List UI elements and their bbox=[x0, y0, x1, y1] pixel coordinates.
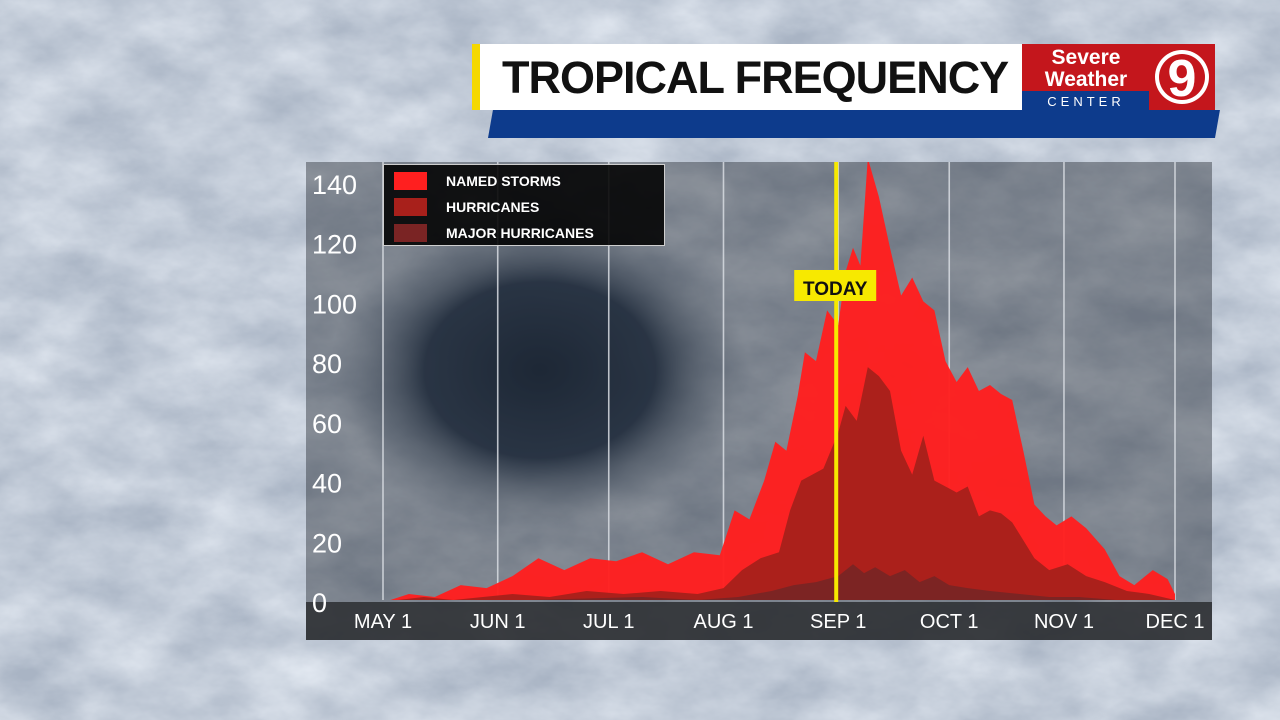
x-axis: MAY 1 JUN 1 JUL 1 AUG 1 SEP 1 OCT 1 NOV 1 DEC 1 bbox=[354, 611, 1205, 633]
y-tick-label: 0 bbox=[312, 588, 327, 618]
y-tick-label: 140 bbox=[312, 170, 357, 200]
named-storms-swatch bbox=[394, 172, 427, 190]
chart-panel: TODAY 0 20 40 60 80 100 120 140 MAY 1 JUN 1 JUL 1… bbox=[306, 162, 1212, 640]
x-tick-label: AUG 1 bbox=[693, 611, 753, 633]
title-banner: TROPICAL FREQUENCY bbox=[472, 44, 1022, 110]
channel-number: 9 bbox=[1168, 50, 1197, 108]
legend-label: NAMED STORMS bbox=[446, 173, 561, 189]
area-major-hurricanes bbox=[416, 564, 1175, 600]
legend-label: MAJOR HURRICANES bbox=[446, 225, 594, 241]
today-label-box bbox=[794, 270, 877, 301]
page-title: TROPICAL FREQUENCY bbox=[502, 52, 1009, 103]
hurricanes-swatch bbox=[394, 198, 427, 216]
x-tick-label: JUL 1 bbox=[583, 611, 635, 633]
area-hurricanes bbox=[397, 367, 1175, 600]
x-tick-label: MAY 1 bbox=[354, 611, 412, 633]
tropical-frequency-chart: TODAY 0 20 40 60 80 100 120 140 MAY 1 JUN 1 JUL 1… bbox=[306, 162, 1212, 640]
area-series bbox=[390, 162, 1175, 600]
legend-item-major-hurricanes: MAJOR HURRICANES bbox=[394, 223, 656, 243]
area-named-storms bbox=[390, 162, 1175, 600]
today-marker: TODAY bbox=[794, 162, 877, 602]
y-tick-label: 20 bbox=[312, 528, 342, 558]
header-blue-strip bbox=[488, 110, 1220, 138]
x-axis-band bbox=[306, 602, 1212, 640]
y-tick-label: 100 bbox=[312, 289, 357, 319]
today-label: TODAY bbox=[803, 279, 868, 300]
x-tick-label: JUN 1 bbox=[470, 611, 526, 633]
logo-line1: Severe bbox=[1052, 46, 1121, 69]
x-tick-label: OCT 1 bbox=[920, 611, 979, 633]
chart-legend: NAMED STORMS HURRICANES MAJOR HURRICANES bbox=[383, 164, 665, 246]
logo-line2: Weather bbox=[1045, 68, 1127, 91]
y-tick-label: 80 bbox=[312, 349, 342, 379]
major-hurricanes-swatch bbox=[394, 224, 427, 242]
logo-line3: CENTER bbox=[1047, 94, 1124, 109]
x-tick-label: DEC 1 bbox=[1146, 611, 1205, 633]
y-tick-label: 60 bbox=[312, 409, 342, 439]
x-tick-label: NOV 1 bbox=[1034, 611, 1094, 633]
y-tick-label: 120 bbox=[312, 230, 357, 260]
x-tick-label: SEP 1 bbox=[810, 611, 866, 633]
y-tick-label: 40 bbox=[312, 469, 342, 499]
legend-item-hurricanes: HURRICANES bbox=[394, 197, 656, 217]
legend-label: HURRICANES bbox=[446, 199, 540, 215]
y-axis: 0 20 40 60 80 100 120 140 bbox=[312, 170, 357, 618]
legend-item-named-storms: NAMED STORMS bbox=[394, 171, 656, 191]
severe-weather-center-logo: Severe Weather CENTER 9 bbox=[1022, 44, 1215, 110]
